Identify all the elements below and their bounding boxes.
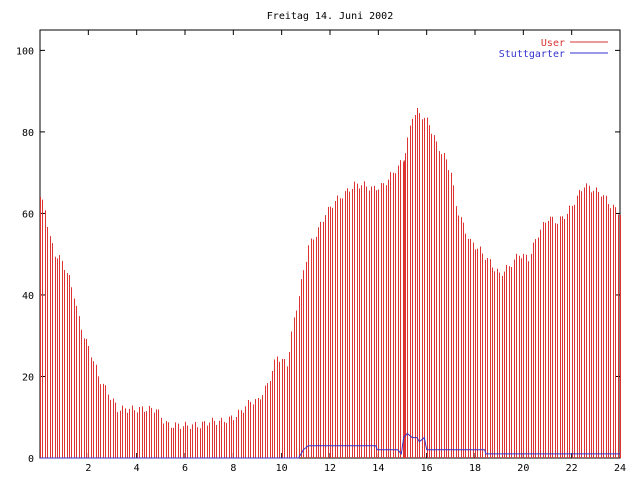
x-tick-label: 20 <box>517 463 529 474</box>
y-tick-label: 20 <box>22 372 34 383</box>
x-tick-label: 12 <box>324 463 336 474</box>
x-tick-label: 4 <box>134 463 140 474</box>
x-tick-label: 18 <box>469 463 481 474</box>
y-tick-label: 80 <box>22 128 34 139</box>
legend-label-stuttgarter: Stuttgarter <box>499 49 565 60</box>
y-tick-label: 100 <box>16 46 34 57</box>
stuttgarter-path <box>40 432 620 459</box>
y-tick-label: 0 <box>28 454 34 465</box>
x-tick-label: 8 <box>230 463 236 474</box>
legend-label-user: User <box>541 38 565 49</box>
x-tick-label: 24 <box>614 463 626 474</box>
x-tick-label: 14 <box>372 463 384 474</box>
y-tick-label: 40 <box>22 291 34 302</box>
y-tick-label: 60 <box>22 209 34 220</box>
legend: User Stuttgarter <box>499 38 608 60</box>
x-tick-label: 6 <box>182 463 188 474</box>
x-tick-label: 22 <box>566 463 578 474</box>
x-tick-label: 16 <box>421 463 433 474</box>
chart-title: Freitag 14. Juni 2002 <box>267 11 393 22</box>
series-user-impulses <box>40 107 621 458</box>
x-tick-label: 2 <box>85 463 91 474</box>
x-tick-label: 10 <box>276 463 288 474</box>
series-stuttgarter-line <box>40 432 620 459</box>
